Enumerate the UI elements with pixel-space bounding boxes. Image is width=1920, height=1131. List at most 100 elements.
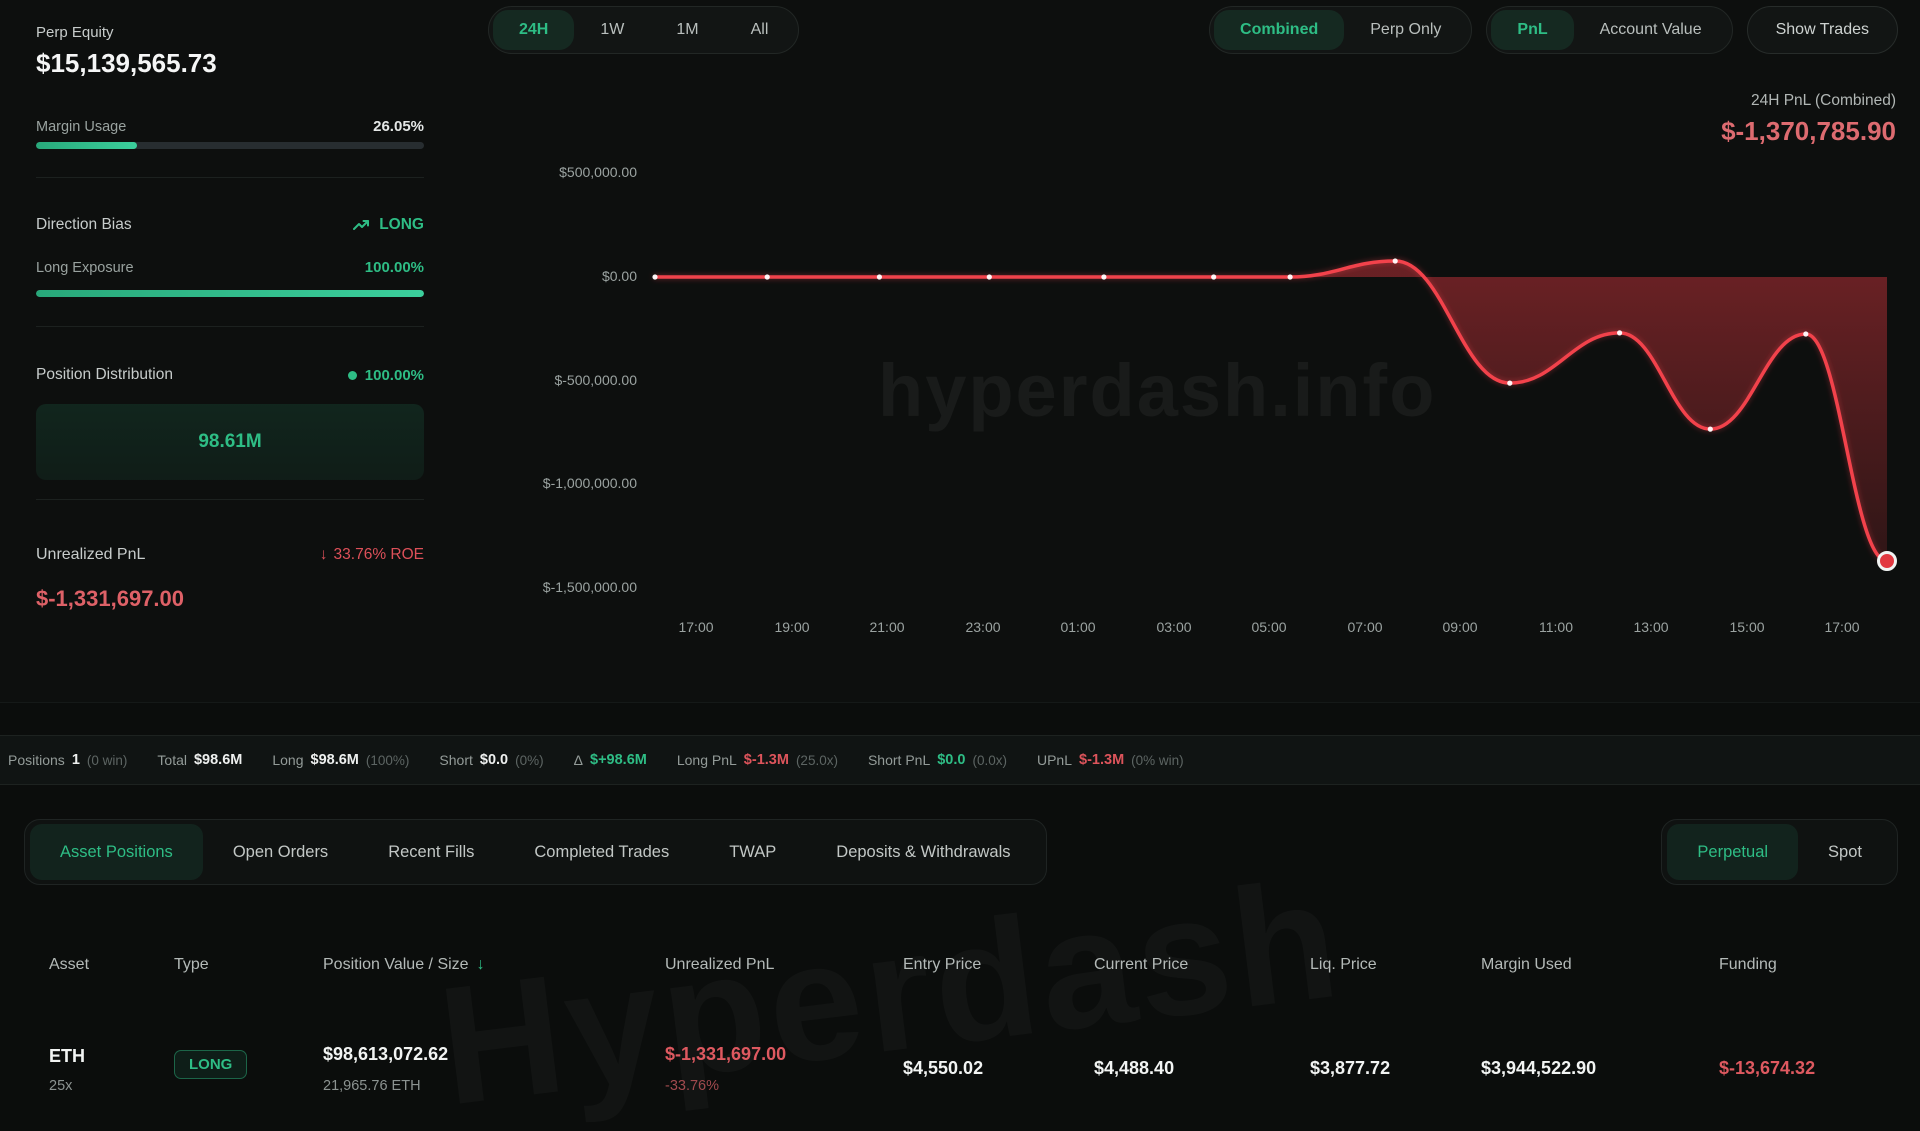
col-header-funding[interactable]: Funding [1719,956,1777,973]
tab-pnl[interactable]: PnL [1491,10,1574,50]
perp-equity-label: Perp Equity [36,24,114,41]
tab-perpetual[interactable]: Perpetual [1667,824,1799,880]
position-distribution-bar[interactable]: 98.61M [36,404,424,480]
tab-all[interactable]: All [750,21,769,38]
chart-header-label: 24H PnL (Combined) [1750,92,1896,109]
cell-asset[interactable]: ETH [49,1046,85,1066]
col-header-asset[interactable]: Asset [49,956,90,973]
summary-item: Δ $+98.6M [574,752,647,768]
summary-item-label: Short [439,752,473,768]
tab-24h[interactable]: 24H [493,10,575,50]
long-exposure-bar-fill [36,290,424,297]
summary-item-value: 1 [71,752,80,768]
timeframe-group: 24H 1W 1M All [488,6,800,54]
summary-item-label: Positions [8,752,65,768]
col-header-unrealized-pnl[interactable]: Unrealized PnL [665,956,775,973]
final-point-marker [1877,551,1897,571]
perp-equity-value: $15,139,565.73 [36,48,217,78]
tab-deposits-withdrawals[interactable]: Deposits & Withdrawals [836,843,1011,861]
summary-item: Total $98.6M [157,752,242,768]
cell-current-price: $4,488.40 [1094,1058,1175,1078]
margin-usage-label: Margin Usage [36,118,127,135]
long-exposure-value: 100.00% [364,259,424,276]
position-distribution-label: Position Distribution [36,366,173,383]
x-axis-label: 01:00 [1060,619,1096,635]
y-axis-label: $0.00 [601,268,637,284]
point-marker [1803,331,1809,337]
col-header-position-value[interactable]: Position Value / Size ↓ [323,956,485,974]
y-axis-label: $-1,000,000.00 [542,475,637,492]
summary-item-value: $98.6M [310,752,359,768]
margin-usage-bar [36,142,424,149]
summary-item-value: $98.6M [193,752,243,768]
pnl-line [653,259,1889,563]
cell-unrealized-pnl: $-1,331,697.00 [665,1044,787,1064]
col-header-current-price[interactable]: Current Price [1094,956,1189,973]
y-axis-label: $-500,000.00 [554,371,637,388]
summary-item-value: $0.0 [937,752,966,768]
point-marker [1507,380,1513,386]
point-marker [1617,330,1623,336]
col-header-position-value-label: Position Value / Size [323,956,469,973]
col-header-liq-price[interactable]: Liq. Price [1310,956,1377,973]
x-axis-label: 11:00 [1539,619,1573,635]
positions-summary-strip: Positions 1 (0 win) Total $98.6M Long $98.6M (1… [0,735,1920,785]
cell-unrealized-pnl-pct: -33.76% [665,1078,720,1094]
summary-item-label: Short PnL [867,752,931,768]
cell-funding: $-13,674.32 [1719,1058,1816,1078]
summary-item: Short $0.0 (0%) [439,752,543,768]
tab-1m[interactable]: 1M [676,21,699,38]
point-marker [986,274,992,280]
summary-item-suffix: (0%) [515,752,544,768]
summary-item: UPnL $-1.3M (0% win) [1037,752,1184,768]
summary-item-value: $-1.3M [743,752,789,768]
point-marker [764,274,770,280]
cell-position-value: $98,613,072.62 [323,1044,449,1064]
tab-open-orders[interactable]: Open Orders [232,843,329,861]
tab-completed-trades[interactable]: Completed Trades [534,843,670,861]
tab-1w[interactable]: 1W [600,21,625,38]
position-distribution-bar-label: 98.61M [198,431,262,452]
unrealized-pnl-value: $-1,331,697.00 [36,586,185,611]
sort-desc-icon[interactable]: ↓ [476,956,485,973]
x-axis-label: 13:00 [1633,619,1669,635]
show-trades-button[interactable]: Show Trades [1746,6,1898,54]
point-marker [1101,274,1107,280]
x-axis-label: 23:00 [965,619,1001,635]
unrealized-pnl-label: Unrealized PnL [36,546,146,563]
summary-item-suffix: (100%) [365,752,410,768]
x-axis-label: 21:00 [869,619,905,635]
tab-asset-positions[interactable]: Asset Positions [30,824,203,880]
tab-account-value[interactable]: Account Value [1599,21,1702,38]
x-axis-label: 05:00 [1251,619,1287,635]
divider [36,177,424,178]
y-axis-label: $500,000.00 [559,164,637,181]
col-header-entry-price[interactable]: Entry Price [903,956,982,973]
x-axis-label: 03:00 [1156,619,1192,635]
col-header-type[interactable]: Type [174,956,209,973]
metric-group: PnL Account Value [1486,6,1733,54]
mode-group: Combined Perp Only [1209,6,1473,54]
tab-perp-only[interactable]: Perp Only [1370,21,1442,38]
x-axis-label: 09:00 [1442,619,1478,635]
summary-item-suffix: (0.0x) [972,752,1007,768]
summary-item: Long PnL $-1.3M (25.0x) [677,752,838,768]
arrow-down-icon: ↓ [319,546,328,563]
cell-margin-used: $3,944,522.90 [1481,1058,1597,1078]
long-badge: LONG [174,1050,248,1079]
tab-twap[interactable]: TWAP [729,843,777,861]
summary-item-label: Δ [573,752,583,768]
x-axis-label: 07:00 [1347,619,1383,635]
cell-leverage: 25x [49,1078,73,1094]
tab-spot[interactable]: Spot [1828,843,1862,861]
cell-entry-price: $4,550.02 [903,1058,984,1078]
col-header-margin-used[interactable]: Margin Used [1481,956,1572,973]
tab-combined[interactable]: Combined [1214,10,1345,50]
summary-item-value: $0.0 [479,752,509,768]
pnl-markers [652,258,1897,571]
tab-recent-fills[interactable]: Recent Fills [388,843,475,861]
summary-item: Long $98.6M (100%) [272,752,409,768]
point-marker [1392,258,1398,264]
